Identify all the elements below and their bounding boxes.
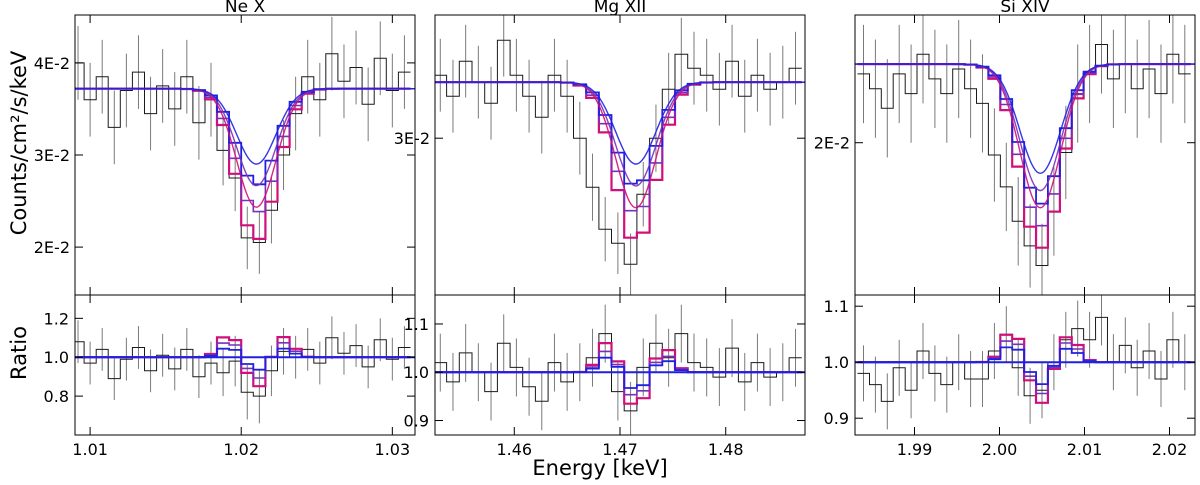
panel-2: Mg XII 3E-2 0.9 1.0 1.1 1.46 1.47 1.48 [394, 0, 806, 459]
ratio-y-tick-label: 1.1 [824, 297, 849, 316]
panel-1: Ne X 2E-2 3E-2 4E-2 0.8 1.0 1.2 1.01 1.02 1.03 [34, 0, 416, 459]
spectrum-plot [855, 15, 1195, 295]
ratio-y-tick-label: 0.9 [404, 412, 429, 431]
ratio-plot [75, 316, 415, 424]
ratio-plot [435, 304, 805, 435]
x-tick-label: 1.02 [223, 440, 259, 459]
y-tick-label: 3E-2 [34, 146, 70, 165]
x-axis-label-energy: Energy [keV] [532, 456, 667, 480]
model-curve-1 [435, 81, 805, 209]
data-histogram [857, 44, 1191, 266]
ratio-histogram [435, 333, 802, 412]
ratio-histogram [857, 316, 1191, 402]
model-curve-3 [75, 88, 415, 165]
x-tick-label: 1.48 [708, 440, 744, 459]
x-tick-label: 1.03 [375, 440, 411, 459]
ratio-frame [74, 294, 416, 436]
x-tick-label: 1.99 [897, 440, 933, 459]
x-tick-label: 1.46 [496, 440, 532, 459]
ratio-y-tick-label: 0.8 [44, 387, 69, 406]
y-tick-label: 2E-2 [814, 134, 850, 153]
y-tick-label: 3E-2 [394, 129, 430, 148]
model-step-3 [75, 87, 411, 186]
spectrum-plot [435, 15, 805, 295]
ratio-y-tick-label: 1.0 [404, 363, 429, 382]
ratio-y-tick-label: 1.0 [44, 348, 69, 367]
x-tick-label: 2.02 [1152, 440, 1188, 459]
data-histogram [435, 39, 802, 265]
x-tick-label: 1.01 [72, 440, 108, 459]
spectrum-plot [75, 16, 415, 274]
model-curve-2 [435, 81, 805, 187]
y-axis-label-ratio: Ratio [7, 326, 31, 380]
ratio-y-tick-label: 1.0 [824, 353, 849, 372]
panel-grid: Ne X2E-23E-24E-20.81.01.21.01 1.02 1.03Mg … [34, 0, 1196, 459]
panel-title: Si XIV [1000, 0, 1050, 17]
spectrum-frame [434, 14, 806, 296]
model-step-2 [435, 81, 802, 212]
panel-3: Si XIV 2E-2 0.9 1.0 1.1 1.99 2.00 2.01 2.02 [814, 0, 1196, 459]
ratio-y-tick-label: 0.9 [824, 409, 849, 428]
x-tick-label: 2.00 [982, 440, 1018, 459]
ratio-y-tick-label: 1.1 [404, 315, 429, 334]
model-curve-3 [855, 63, 1195, 175]
ratio-plot [855, 295, 1195, 430]
y-tick-label: 2E-2 [34, 238, 70, 257]
x-tick-label: 1.47 [602, 440, 638, 459]
panel-title: Mg XII [594, 0, 647, 17]
y-axis-label-counts: Counts/cm²/s/keV [7, 50, 31, 235]
x-tick-label: 2.01 [1067, 440, 1103, 459]
y-tick-label: 4E-2 [34, 54, 70, 73]
model-step-3 [857, 63, 1191, 205]
ratio-y-tick-label: 1.2 [44, 309, 69, 328]
ratio-frame [854, 294, 1196, 436]
model-curve-3 [435, 81, 805, 165]
panel-title: Ne X [225, 0, 266, 17]
